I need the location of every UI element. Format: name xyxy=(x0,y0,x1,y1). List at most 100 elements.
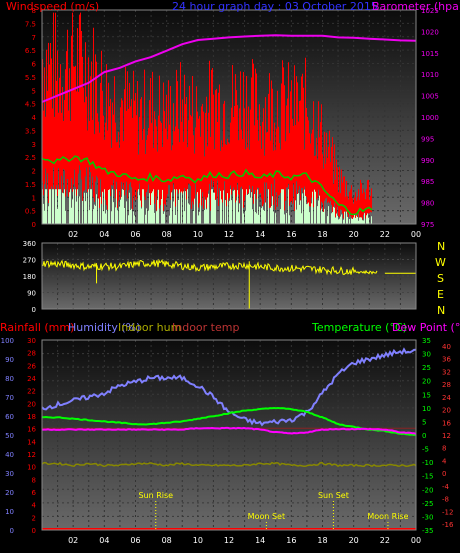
indoor-y-tick: -12 xyxy=(442,508,453,516)
wind-y-tick: 1 xyxy=(32,194,36,202)
astro-label: Sun Set xyxy=(318,491,349,500)
indoor-hum-label: Indoor hum xyxy=(118,321,181,334)
x-tick-label: 00 xyxy=(411,230,421,239)
humidity-y-tick: 20 xyxy=(5,489,14,497)
temperature-line xyxy=(41,406,417,437)
indoor-y-tick: 12 xyxy=(442,432,451,440)
wind-y-tick: 4 xyxy=(32,114,37,122)
astro-label: Moon Set xyxy=(248,512,285,521)
rain-y-tick: 28 xyxy=(27,350,36,358)
rain-y-tick: 6 xyxy=(32,489,37,497)
x-tick-label: 12 xyxy=(224,536,234,545)
barometer-y-tick: 1005 xyxy=(421,93,439,101)
barometer-y-tick: 1020 xyxy=(421,28,439,36)
compass-e: E xyxy=(437,288,444,301)
temp-y-tick: -10 xyxy=(422,459,433,467)
temp-y-tick: 10 xyxy=(422,405,431,413)
humidity-y-tick: 100 xyxy=(1,337,14,345)
rain-y-tick: 26 xyxy=(27,362,36,370)
barometer-label: Barometer (hpa) xyxy=(372,0,460,13)
x-tick-label: 22 xyxy=(380,536,390,545)
x-tick-label: 08 xyxy=(162,536,172,545)
indoor-y-tick: 20 xyxy=(442,407,451,415)
wind-y-tick: 0.5 xyxy=(25,208,36,216)
x-tick-label: 16 xyxy=(286,230,296,239)
indoor-y-tick: 40 xyxy=(442,343,451,351)
temp-y-tick: 35 xyxy=(422,337,431,345)
x-tick-label: 16 xyxy=(286,536,296,545)
astro-label: Moon Rise xyxy=(367,512,408,521)
direction-panel-axes: 360 270 180 90 0 xyxy=(23,240,36,314)
astro-events: Sun Rise Moon Set Sun Set Moon Rise xyxy=(138,491,409,530)
indoor-y-tick: 16 xyxy=(442,419,451,427)
wind-y-tick: 5.5 xyxy=(25,74,36,82)
wind-y-tick: 7 xyxy=(32,34,36,42)
rain-y-tick: 20 xyxy=(27,400,36,408)
humidity-y-tick: 40 xyxy=(5,451,14,459)
wind-x-axis: 02 04 06 08 10 12 14 16 18 20 22 00 xyxy=(68,230,421,239)
x-tick-label: 18 xyxy=(317,536,327,545)
humidity-line xyxy=(41,347,417,427)
temp-y-tick: -5 xyxy=(422,446,429,454)
wind-y-tick: 4.5 xyxy=(25,101,36,109)
windspeed-label: Windspeed (m/s) xyxy=(6,0,99,13)
humidity-y-tick: 50 xyxy=(5,432,14,440)
direction-y-tick: 180 xyxy=(23,273,36,281)
wind-y-tick: 0 xyxy=(32,221,36,229)
barometer-y-tick: 990 xyxy=(421,157,434,165)
indoor-temp-label: Indoor temp xyxy=(172,321,239,334)
indoor-y-tick: -16 xyxy=(442,521,454,529)
wind-average-line xyxy=(41,155,373,216)
x-tick-label: 04 xyxy=(99,230,109,239)
humidity-y-tick: 80 xyxy=(5,375,14,383)
chart-title: 24 hour graph day : 03 October 2015 xyxy=(172,0,378,13)
rain-y-tick: 30 xyxy=(27,337,36,345)
rain-y-tick: 22 xyxy=(27,388,36,396)
barometer-y-tick: 995 xyxy=(421,135,434,143)
temp-y-tick: -25 xyxy=(422,500,433,508)
indoor-hum-line xyxy=(41,461,417,468)
temp-x-axis: 02 04 06 08 10 12 14 16 18 20 22 00 xyxy=(68,536,421,545)
indoor-y-tick: -8 xyxy=(442,496,449,504)
dew-point-line xyxy=(41,426,417,435)
direction-y-tick: 270 xyxy=(23,257,36,265)
humidity-y-tick: 10 xyxy=(5,508,14,516)
rain-y-tick: 12 xyxy=(27,451,36,459)
rain-y-tick: 24 xyxy=(27,375,36,383)
temp-y-tick: -20 xyxy=(422,486,433,494)
temp-y-tick: -35 xyxy=(422,527,433,535)
barometer-y-tick: 975 xyxy=(421,221,434,229)
direction-panel-frame xyxy=(41,242,417,310)
x-tick-label: 10 xyxy=(193,230,203,239)
rain-y-tick: 14 xyxy=(27,438,36,446)
x-tick-label: 18 xyxy=(317,230,327,239)
temp-y-tick: 20 xyxy=(422,378,431,386)
humidity-label: Humidity (%) xyxy=(68,321,140,334)
rain-y-tick: 16 xyxy=(27,426,36,434)
rain-y-tick: 0 xyxy=(32,527,36,535)
humidity-y-tick: 70 xyxy=(5,394,14,402)
indoor-y-tick: 28 xyxy=(442,381,451,389)
humidity-y-tick: 90 xyxy=(5,356,14,364)
x-tick-label: 08 xyxy=(162,230,172,239)
temp-panel-frame xyxy=(41,339,417,531)
wind-direction-line xyxy=(41,258,378,276)
direction-panel-data xyxy=(41,258,416,309)
x-tick-label: 10 xyxy=(193,536,203,545)
direction-y-tick: 0 xyxy=(32,306,36,314)
x-tick-label: 06 xyxy=(130,230,140,239)
x-tick-label: 14 xyxy=(255,230,265,239)
temp-y-tick: -15 xyxy=(422,473,433,481)
wind-panel-frame xyxy=(41,9,417,225)
indoor-y-tick: 8 xyxy=(442,445,446,453)
indoor-y-tick: -4 xyxy=(442,483,450,491)
temp-y-tick: 15 xyxy=(422,391,431,399)
rainfall-label: Rainfall (mm) xyxy=(0,321,74,334)
wind-y-tick: 5 xyxy=(32,87,36,95)
compass-s: S xyxy=(437,272,444,285)
rain-y-tick: 4 xyxy=(32,502,37,510)
x-tick-label: 00 xyxy=(411,536,421,545)
rain-y-tick: 10 xyxy=(27,464,36,472)
